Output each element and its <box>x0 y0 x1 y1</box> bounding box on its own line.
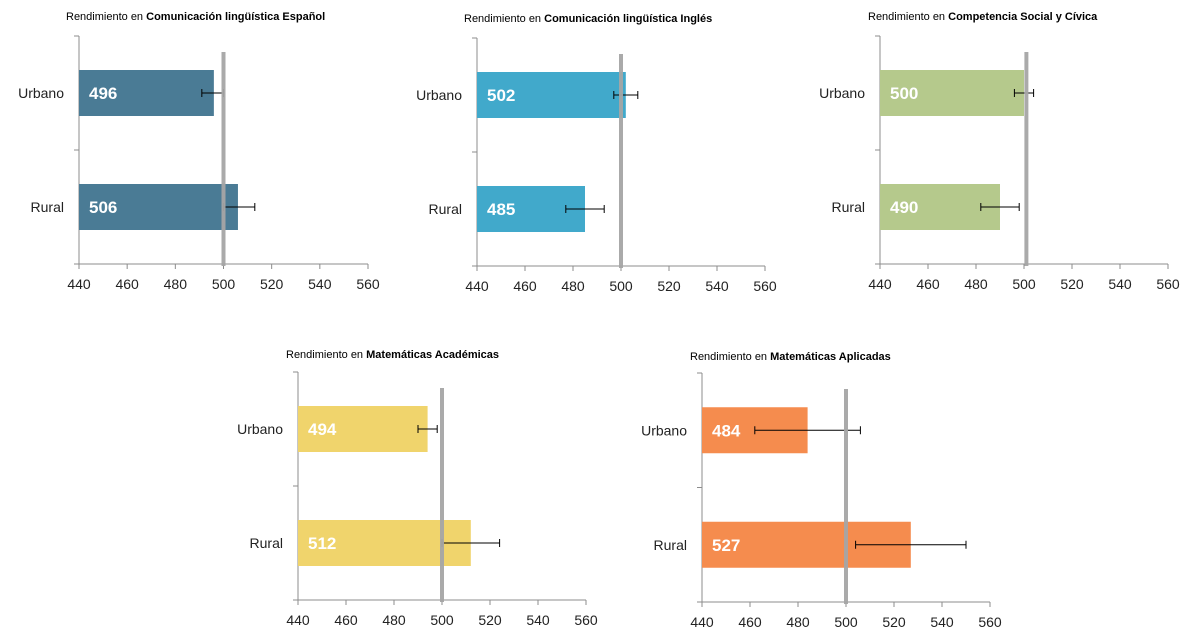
x-tick-label: 520 <box>478 612 502 628</box>
x-tick-label: 560 <box>1156 276 1180 292</box>
chart-title: Rendimiento en Matemáticas Académicas <box>286 349 499 362</box>
x-tick-label: 520 <box>657 278 681 294</box>
bar-urbano <box>79 70 214 116</box>
category-label: Urbano <box>18 85 64 101</box>
data-label: 494 <box>308 420 337 439</box>
bar-chart: 440 460 480 500 520 540 560 Urbano 494 Rural 512 <box>237 371 598 628</box>
x-tick-label: 540 <box>1108 276 1132 292</box>
data-label: 502 <box>487 86 515 105</box>
x-tick-label: 560 <box>356 276 380 292</box>
bar-urbano <box>880 70 1024 116</box>
x-tick-label: 480 <box>561 278 585 294</box>
data-label: 506 <box>89 198 117 217</box>
category-label: Rural <box>654 537 687 553</box>
bar-chart: 440 460 480 500 520 540 560 Urbano 484 Rural 527 <box>641 372 1002 630</box>
x-tick-label: 540 <box>930 614 954 630</box>
data-label: 496 <box>89 84 117 103</box>
category-label: Urbano <box>237 421 283 437</box>
chart-title-prefix: Rendimiento en <box>464 13 542 25</box>
chart-panel-5: Rendimiento en Matemáticas Aplicadas 440… <box>622 340 1012 634</box>
category-label: Rural <box>31 199 64 215</box>
x-tick-label: 440 <box>690 614 714 630</box>
chart-title-subject: Competencia Social y Cívica <box>948 11 1098 23</box>
chart-panel-2: Rendimiento en Comunicación lingüística … <box>398 0 788 300</box>
x-tick-label: 480 <box>786 614 810 630</box>
chart-title: Rendimiento en Comunicación lingüística … <box>464 13 712 26</box>
chart-title-subject: Matemáticas Académicas <box>366 349 500 361</box>
x-tick-label: 460 <box>513 278 537 294</box>
x-tick-label: 500 <box>1012 276 1036 292</box>
x-tick-label: 480 <box>164 276 188 292</box>
data-label: 490 <box>890 198 918 217</box>
x-tick-label: 440 <box>286 612 310 628</box>
chart-panel-4: Rendimiento en Matemáticas Académicas 44… <box>218 340 608 634</box>
bar-urbano <box>298 406 428 452</box>
x-tick-label: 500 <box>609 278 633 294</box>
data-label: 485 <box>487 200 515 219</box>
chart-title: Rendimiento en Matemáticas Aplicadas <box>690 351 891 364</box>
x-tick-label: 560 <box>574 612 598 628</box>
data-label: 484 <box>712 421 741 440</box>
x-tick-label: 440 <box>465 278 489 294</box>
x-tick-label: 460 <box>115 276 139 292</box>
chart-title-prefix: Rendimiento en <box>868 11 946 23</box>
chart-title: Rendimiento en Competencia Social y Cívi… <box>868 11 1097 24</box>
bar-chart: 440 460 480 500 520 540 560 Urbano 502 Rural 485 <box>416 37 777 294</box>
chart-title-prefix: Rendimiento en <box>690 351 768 363</box>
data-label: 527 <box>712 536 740 555</box>
bar-chart: 440 460 480 500 520 540 560 Urbano 500 Rural 490 <box>819 35 1180 292</box>
x-tick-label: 540 <box>705 278 729 294</box>
x-tick-label: 460 <box>916 276 940 292</box>
x-tick-label: 560 <box>753 278 777 294</box>
x-tick-label: 500 <box>212 276 236 292</box>
chart-title-prefix: Rendimiento en <box>286 349 364 361</box>
x-tick-label: 500 <box>834 614 858 630</box>
data-label: 512 <box>308 534 336 553</box>
x-tick-label: 520 <box>1060 276 1084 292</box>
x-tick-label: 520 <box>260 276 284 292</box>
category-label: Rural <box>250 535 283 551</box>
bar-urbano <box>477 72 626 118</box>
data-label: 500 <box>890 84 918 103</box>
category-label: Urbano <box>641 422 687 438</box>
x-tick-label: 460 <box>334 612 358 628</box>
chart-title-subject: Matemáticas Aplicadas <box>770 351 891 363</box>
chart-panel-3: Rendimiento en Competencia Social y Cívi… <box>800 0 1190 300</box>
x-tick-label: 540 <box>526 612 550 628</box>
x-tick-label: 540 <box>308 276 332 292</box>
bar-chart: 440 460 480 500 520 540 560 Urbano 496 Rural 506 <box>18 35 380 292</box>
category-label: Rural <box>429 201 462 217</box>
category-label: Rural <box>832 199 865 215</box>
chart-title-subject: Comunicación lingüística Inglés <box>544 13 713 25</box>
x-tick-label: 480 <box>964 276 988 292</box>
category-label: Urbano <box>416 87 462 103</box>
chart-panel-1: Rendimiento en Comunicación lingüística … <box>0 0 390 300</box>
bar-rural <box>880 184 1000 230</box>
x-tick-label: 520 <box>882 614 906 630</box>
chart-title-subject: Comunicación lingüística Español <box>146 11 326 23</box>
x-tick-label: 460 <box>738 614 762 630</box>
category-label: Urbano <box>819 85 865 101</box>
bar-rural <box>79 184 238 230</box>
x-tick-label: 440 <box>868 276 892 292</box>
chart-title-prefix: Rendimiento en <box>66 11 144 23</box>
x-tick-label: 440 <box>67 276 91 292</box>
x-tick-label: 480 <box>382 612 406 628</box>
chart-title: Rendimiento en Comunicación lingüística … <box>66 11 325 24</box>
x-tick-label: 560 <box>978 614 1002 630</box>
x-tick-label: 500 <box>430 612 454 628</box>
